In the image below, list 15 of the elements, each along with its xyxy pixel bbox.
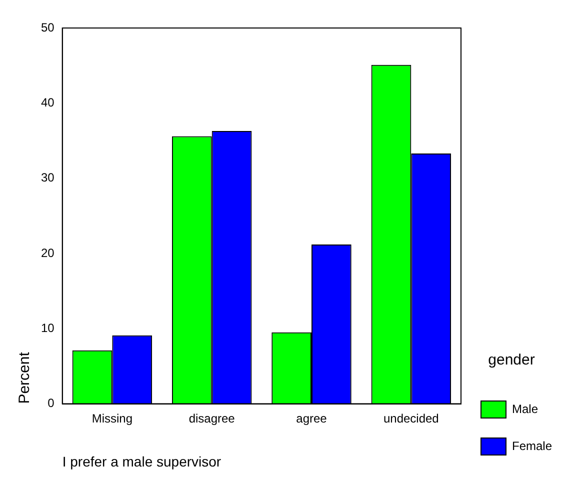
x-tick-label: Missing xyxy=(92,411,133,426)
y-tick-label: 40 xyxy=(40,95,55,110)
legend-label: Female xyxy=(512,438,552,453)
y-tick-label: 50 xyxy=(40,20,55,34)
y-tick-label: 10 xyxy=(40,320,55,335)
legend-title: gender xyxy=(488,352,535,369)
x-tick-label: disagree xyxy=(188,411,236,426)
x-tick-label: undecided xyxy=(383,411,439,426)
y-axis-title: Percent xyxy=(16,351,34,404)
x-axis-title: I prefer a male supervisor xyxy=(62,453,222,470)
y-tick-label: 0 xyxy=(48,396,55,410)
y-tick-label: 30 xyxy=(40,170,55,185)
y-tick-label: 20 xyxy=(40,246,55,260)
x-tick-label: agree xyxy=(296,411,328,426)
legend-label: Male xyxy=(512,402,538,416)
